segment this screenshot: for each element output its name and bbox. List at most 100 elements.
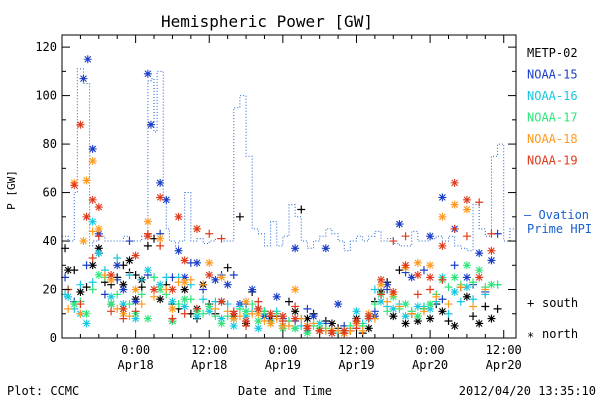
footer-timestamp: 2012/04/20 13:35:10 [459, 384, 596, 398]
north-point-marker [205, 270, 214, 279]
south-point-marker [137, 283, 146, 292]
south-point-marker [125, 270, 134, 279]
model-layer [62, 68, 517, 252]
x-axis-label: Date and Time [238, 384, 332, 398]
south-point-marker [370, 300, 379, 309]
south-point-marker [444, 300, 453, 309]
north-point-marker [438, 193, 447, 202]
chart-title: Hemispheric Power [GW] [161, 12, 373, 31]
x-tick-time-label: 12:00 [338, 343, 374, 357]
north-point-marker [401, 300, 410, 309]
south-point-marker [291, 302, 300, 311]
south-point-marker [76, 280, 85, 289]
south-point-marker [395, 266, 404, 275]
x-tick-date-label: Apr20 [486, 358, 522, 372]
south-point-marker [419, 307, 428, 316]
north-point-marker [70, 181, 79, 190]
south-point-marker [444, 309, 453, 318]
north-point-marker [266, 309, 275, 318]
north-point-marker [217, 273, 226, 282]
south-point-marker [137, 290, 146, 299]
north-point-marker [462, 261, 471, 270]
north-point-marker [168, 285, 177, 294]
north-point-marker [217, 319, 226, 328]
south-point-marker [493, 304, 502, 313]
axes-layer: 0204060801001200:00Apr1812:00Apr180:00Ap… [35, 34, 522, 372]
south-point-marker [143, 241, 152, 250]
legend-model-label: Prime HPI [527, 222, 592, 236]
north-point-marker [88, 157, 97, 166]
north-point-marker [156, 234, 165, 243]
north-point-marker [94, 270, 103, 279]
south-point-marker [370, 285, 379, 294]
north-point-marker [475, 266, 484, 275]
north-point-marker [107, 292, 116, 301]
north-point-marker [401, 312, 410, 321]
north-point-marker [76, 287, 85, 296]
legend-model-label: — Ovation [524, 208, 589, 222]
north-point-marker [426, 300, 435, 309]
south-point-marker [107, 307, 116, 316]
north-point-marker [407, 273, 416, 282]
south-point-marker [456, 283, 465, 292]
north-point-marker [254, 324, 263, 333]
south-point-marker [260, 317, 269, 326]
north-point-marker [327, 329, 336, 338]
south-point-marker [88, 227, 97, 236]
x-tick-date-label: Apr19 [338, 358, 374, 372]
north-point-marker [82, 212, 91, 221]
north-point-marker [192, 312, 201, 321]
north-point-marker [487, 280, 496, 289]
north-point-marker [217, 314, 226, 323]
x-tick-time-label: 0:00 [416, 343, 445, 357]
south-point-marker [125, 312, 134, 321]
north-point-marker [475, 249, 484, 258]
south-point-marker [438, 275, 447, 284]
north-point-marker [119, 285, 128, 294]
north-point-marker [389, 287, 398, 296]
south-point-marker [100, 290, 109, 299]
north-point-marker [83, 55, 92, 64]
south-point-marker [223, 300, 232, 309]
north-point-marker [334, 300, 343, 309]
north-point-marker [146, 120, 155, 129]
y-tick-label: 80 [43, 137, 57, 151]
south-point-marker [199, 295, 208, 304]
north-point-marker [450, 200, 459, 209]
north-point-marker [107, 300, 116, 309]
north-point-marker [223, 280, 232, 289]
south-point-marker [150, 292, 159, 301]
legend-layer: METP-02 NOAA-15 NOAA-16 NOAA-17 NOAA-18 NOAA-… [524, 46, 592, 344]
north-point-marker [131, 285, 140, 294]
north-point-marker [426, 261, 435, 270]
series-noaa-15 [61, 55, 502, 333]
south-point-marker [76, 309, 85, 318]
north-point-marker [364, 312, 373, 321]
north-point-marker [162, 195, 171, 204]
south-point-marker [192, 304, 201, 313]
north-point-marker [70, 300, 79, 309]
north-point-marker [79, 74, 88, 83]
x-tick-date-label: Apr18 [118, 358, 154, 372]
north-point-marker [113, 261, 122, 270]
ovation-prime-hpi-line [62, 68, 517, 252]
south-point-marker [150, 273, 159, 282]
north-point-marker [426, 304, 435, 313]
north-point-marker [211, 275, 220, 284]
north-point-marker [180, 302, 189, 311]
north-point-marker [303, 314, 312, 323]
legend-marker-symbol: * [527, 330, 534, 344]
north-point-marker [352, 307, 361, 316]
footer-plot-by: Plot: CCMC [7, 384, 79, 398]
legend-marker-label: north [542, 327, 578, 341]
north-point-marker [309, 312, 318, 321]
south-point-marker [248, 300, 257, 309]
north-point-marker [438, 212, 447, 221]
north-point-marker [303, 324, 312, 333]
south-point-marker [211, 304, 220, 313]
north-point-marker [156, 285, 165, 294]
south-point-marker [168, 314, 177, 323]
north-point-marker [119, 300, 128, 309]
legend-entry: NOAA-16 [527, 89, 578, 103]
south-point-marker [229, 270, 238, 279]
